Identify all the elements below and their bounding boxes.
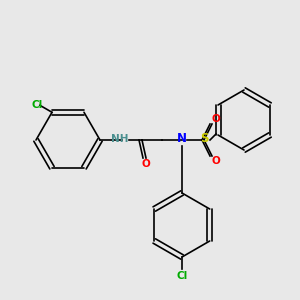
Text: O: O xyxy=(212,114,220,124)
Text: O: O xyxy=(212,156,220,166)
Text: Cl: Cl xyxy=(31,100,43,110)
Text: Cl: Cl xyxy=(176,271,188,281)
Text: S: S xyxy=(200,133,208,146)
Text: NH: NH xyxy=(111,134,129,144)
Text: O: O xyxy=(142,159,150,169)
Text: N: N xyxy=(177,133,187,146)
